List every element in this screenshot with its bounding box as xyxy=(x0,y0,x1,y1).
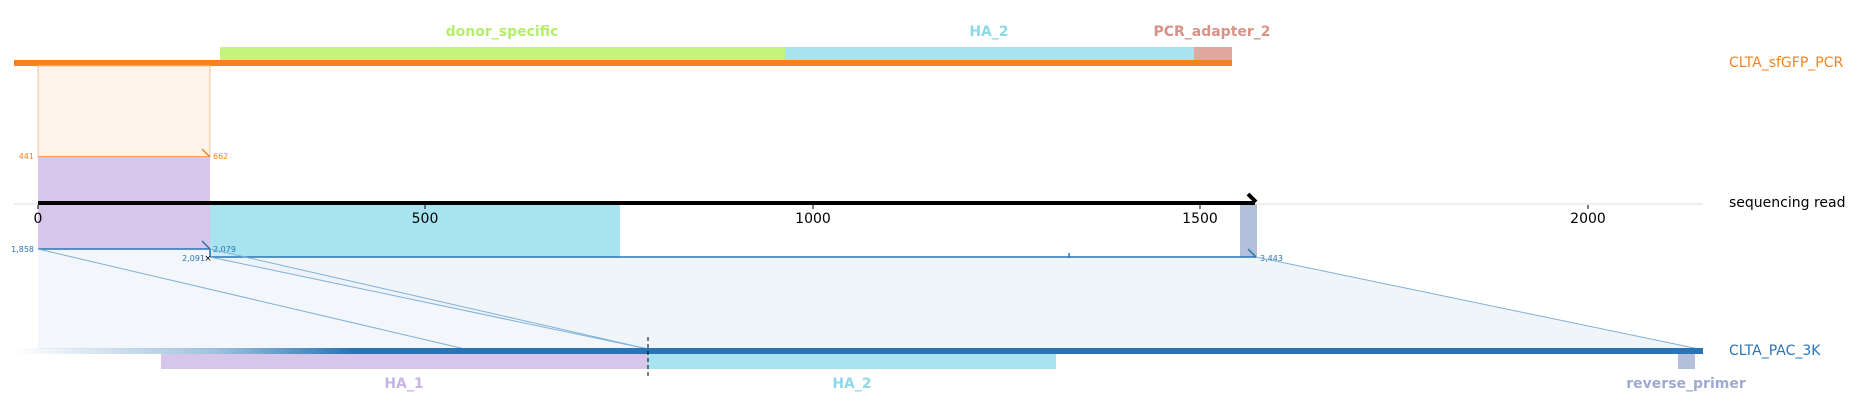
connector-line xyxy=(1255,256,1700,350)
reverse-primer-bottom-feature xyxy=(1678,354,1695,369)
middle-track-label: sequencing read xyxy=(1729,195,1845,211)
connector-line xyxy=(209,256,649,350)
axis-tick-label: 1500 xyxy=(1182,211,1218,227)
axis-tick-label: 2000 xyxy=(1570,211,1606,227)
reverse-primer-bottom-label: reverse_primer xyxy=(1626,376,1746,392)
top-alignment-region xyxy=(37,65,211,158)
bottom-alignment-arrow-icon-mid xyxy=(201,240,211,250)
bottom-alignment-end: 3,443 xyxy=(1260,254,1283,263)
bottom-alignment-arrow-icon xyxy=(1247,248,1257,258)
axis-tick-label: 500 xyxy=(412,211,439,227)
sequencing-read-bar xyxy=(38,201,1255,205)
top-alignment-end: 662 xyxy=(213,152,228,161)
pcr-adapter-label: PCR_adapter_2 xyxy=(1153,24,1270,40)
connector-line xyxy=(37,248,466,350)
ha2-read-block xyxy=(210,204,620,257)
bottom-track-bar xyxy=(14,348,1703,354)
axis-tick-label: 0 xyxy=(34,211,43,227)
ha1-bottom-feature xyxy=(161,354,648,369)
bottom-track-label: CLTA_PAC_3K xyxy=(1729,343,1821,359)
top-alignment-start: 441 xyxy=(19,152,34,161)
bottom-alignment-start: 1,858 xyxy=(11,245,34,254)
top-track-bar xyxy=(14,60,1232,66)
donor-specific-feature xyxy=(220,47,785,60)
sequencing-read-arrow-icon xyxy=(1246,192,1258,204)
ha2-top-feature xyxy=(785,47,1194,60)
axis-tick-label: 1000 xyxy=(795,211,831,227)
pcr-adapter-feature xyxy=(1194,47,1232,60)
top-track-label: CLTA_sfGFP_PCR xyxy=(1729,55,1843,71)
reverse-primer-read-block xyxy=(1240,204,1257,257)
ha1-bottom-label: HA_1 xyxy=(384,376,423,392)
bottom-alignment-shade-a xyxy=(38,249,648,349)
ha2-bottom-feature xyxy=(648,354,1056,369)
ha2-bottom-label: HA_2 xyxy=(832,376,871,392)
top-alignment-arrow-icon xyxy=(201,148,211,158)
connector-line xyxy=(209,248,649,350)
axis-ticks: 0 500 1000 1500 2000 xyxy=(34,205,1606,227)
junction-cross-icon: × xyxy=(204,254,212,264)
bottom-alignment-shade-b xyxy=(210,257,1699,349)
bottom-alignment-mid-b: 2,079 xyxy=(213,245,236,254)
ha2-top-label: HA_2 xyxy=(969,24,1008,40)
bottom-alignment-mid-a: 2,091 xyxy=(182,254,205,263)
donor-specific-label: donor_specific xyxy=(446,24,559,40)
